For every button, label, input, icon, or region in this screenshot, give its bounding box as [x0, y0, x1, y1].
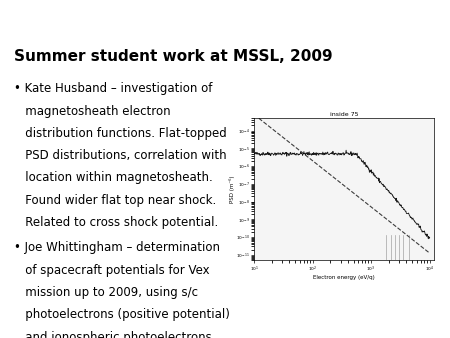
Text: ▲UCL: ▲UCL	[371, 10, 436, 30]
Title: inside 75: inside 75	[330, 112, 359, 117]
Text: of spacecraft potentials for Vex: of spacecraft potentials for Vex	[14, 264, 209, 276]
Text: Summer student work at MSSL, 2009: Summer student work at MSSL, 2009	[14, 49, 332, 65]
Text: PSD distributions, correlation with: PSD distributions, correlation with	[14, 149, 226, 162]
Text: photoelectrons (positive potential): photoelectrons (positive potential)	[14, 308, 230, 321]
Text: mission up to 2009, using s/c: mission up to 2009, using s/c	[14, 286, 198, 299]
Text: location within magnetosheath.: location within magnetosheath.	[14, 171, 212, 185]
Y-axis label: PSD (m⁻⁶): PSD (m⁻⁶)	[229, 175, 235, 203]
Text: Related to cross shock potential.: Related to cross shock potential.	[14, 216, 218, 229]
Text: • Kate Husband – investigation of: • Kate Husband – investigation of	[14, 82, 212, 95]
Text: and ionospheric photoelectrons: and ionospheric photoelectrons	[14, 331, 211, 338]
Text: Found wider flat top near shock.: Found wider flat top near shock.	[14, 194, 216, 207]
Text: • Joe Whittingham – determination: • Joe Whittingham – determination	[14, 241, 220, 254]
Text: magnetosheath electron: magnetosheath electron	[14, 104, 170, 118]
X-axis label: Electron energy (eV/q): Electron energy (eV/q)	[313, 275, 375, 280]
Text: distribution functions. Flat-topped: distribution functions. Flat-topped	[14, 127, 226, 140]
